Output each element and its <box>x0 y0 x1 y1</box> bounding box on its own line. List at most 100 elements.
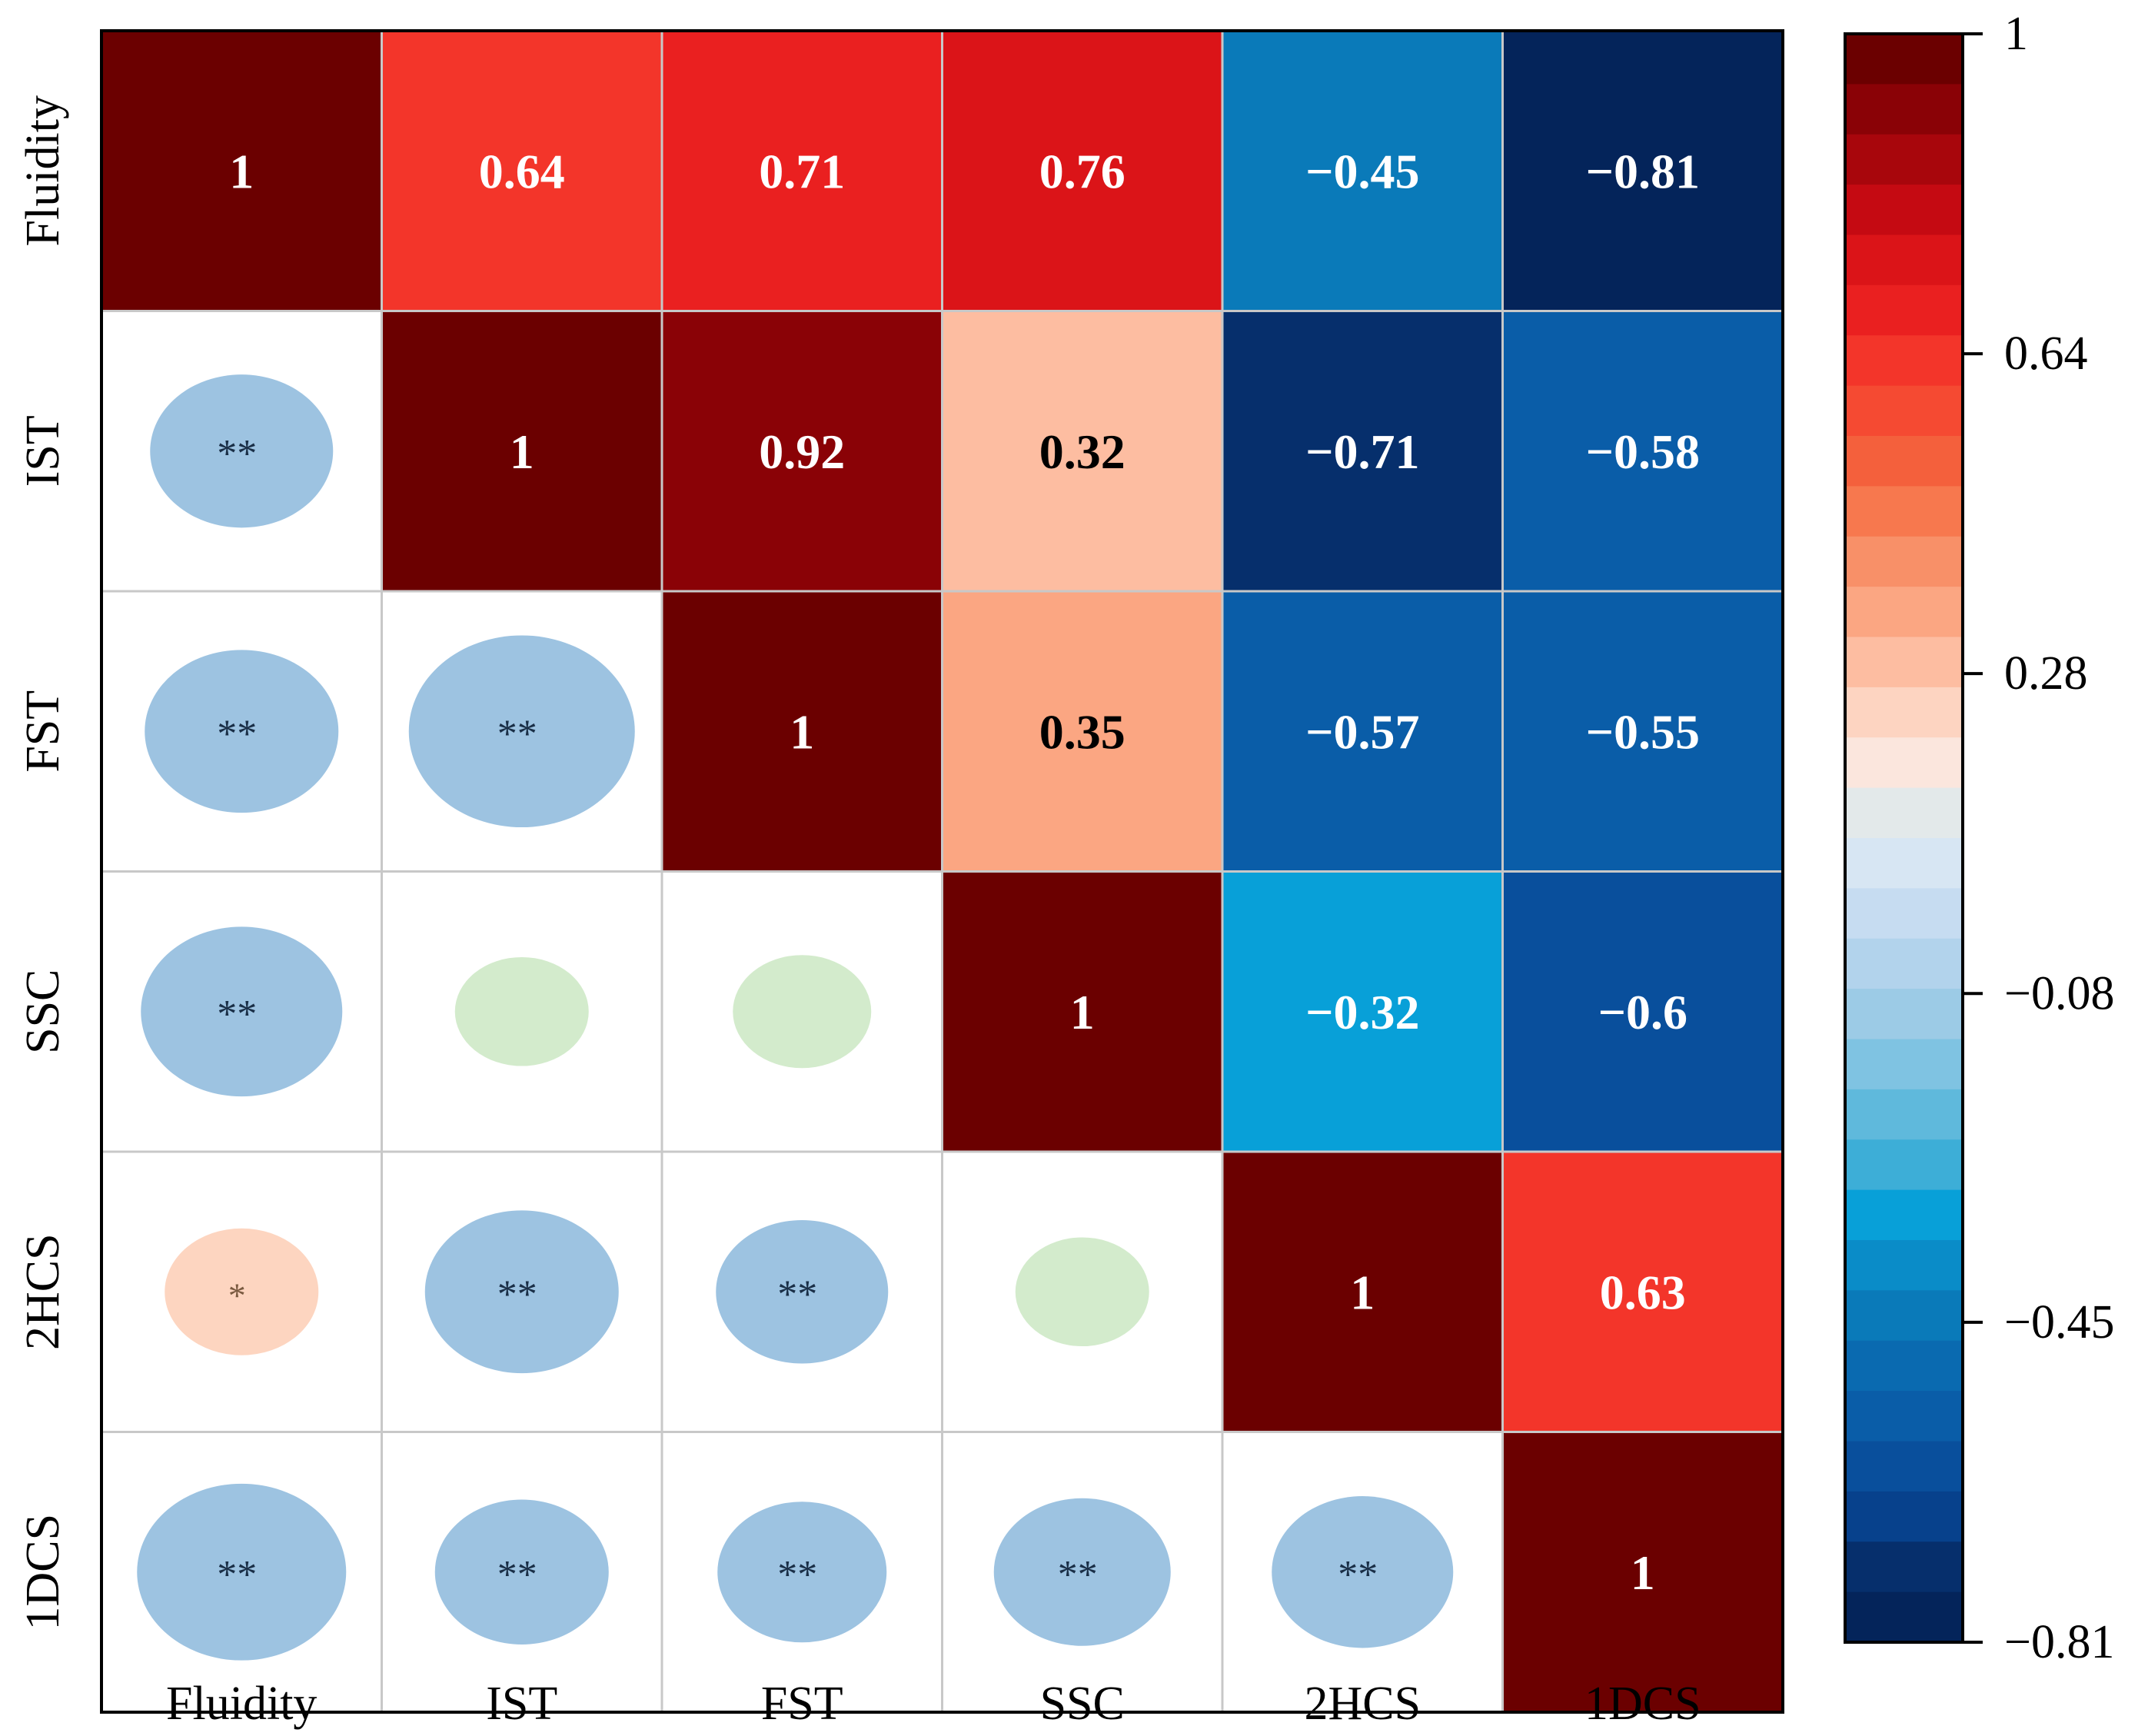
significance-ellipse <box>141 926 343 1097</box>
colorbar-tick-label: 0.64 <box>2004 328 2088 380</box>
significance-stars: ** <box>217 1553 257 1597</box>
colorbar-segment <box>1845 1591 1963 1643</box>
heatmap-cell-Fluidity-2HCS <box>1221 29 1504 312</box>
colorbar-segment <box>1845 34 1963 85</box>
colorbar-segment <box>1845 737 1963 789</box>
cell-value-label: −0.45 <box>1305 144 1419 198</box>
significance-stars: ** <box>497 1553 537 1597</box>
colorbar-segment <box>1845 838 1963 889</box>
cell-value-label: 0.71 <box>759 144 845 198</box>
cell-value-label: −0.57 <box>1305 704 1419 759</box>
cell-value-label: 0.64 <box>479 144 565 198</box>
cell-value-label: 0.92 <box>759 424 845 479</box>
y-tick-label: Fluidity <box>17 95 69 246</box>
colorbar-segment <box>1845 989 1963 1040</box>
heatmap-cell-FST-2HCS <box>1221 590 1504 873</box>
significance-ellipse <box>137 1483 347 1661</box>
significance-ellipse <box>993 1498 1171 1646</box>
heatmap-frame <box>100 29 1784 1714</box>
colorbar-segment <box>1845 1441 1963 1492</box>
significance-ellipse <box>1272 1496 1454 1648</box>
heatmap-cell-IST-FST <box>660 310 943 593</box>
colorbar-segment <box>1845 1189 1963 1241</box>
x-tick-label: 2HCS <box>1304 1678 1421 1730</box>
significance-stars: ** <box>217 712 257 756</box>
significance-ellipse <box>716 1219 889 1364</box>
colorbar-segment <box>1845 637 1963 688</box>
heatmap-cell-Fluidity-Fluidity <box>100 29 383 312</box>
colorbar-frame <box>1844 32 1964 1644</box>
heatmap-cell-FST-1DCS <box>1501 590 1784 873</box>
colorbar: 1 0.64 0.28 −0.08 −0.45 −0.81 <box>1844 8 2114 1668</box>
colorbar-segment <box>1845 536 1963 587</box>
significance-stars: ** <box>777 1272 817 1316</box>
colorbar-segment <box>1845 787 1963 839</box>
significance-ellipse <box>150 374 334 528</box>
significance-ellipse <box>424 1210 619 1374</box>
heatmap-cell-2HCS-2HCS <box>1221 1150 1504 1433</box>
cell-value-label: −0.6 <box>1598 985 1687 1039</box>
x-tick-label: FST <box>761 1678 843 1730</box>
x-tick-label: IST <box>486 1678 557 1730</box>
axis-labels: Fluidity IST FST SSC 2HCS 1DCS Fluidity IST FST S… <box>17 95 1701 1730</box>
colorbar-segment <box>1845 1391 1963 1442</box>
colorbar-segment <box>1845 486 1963 537</box>
colorbar-segment <box>1845 938 1963 989</box>
significance-ellipse <box>165 1228 319 1355</box>
heatmap-cell-1DCS-1DCS <box>1501 1431 1784 1714</box>
heatmap-cell-Fluidity-SSC <box>941 29 1224 312</box>
colorbar-tick-label: −0.45 <box>2004 1296 2114 1349</box>
significance-ellipse <box>145 650 339 813</box>
significance-ellipse <box>717 1502 887 1643</box>
y-tick-label: 1DCS <box>17 1514 69 1631</box>
cell-value-label: −0.81 <box>1586 144 1700 198</box>
colorbar-tick-label: −0.08 <box>2004 967 2114 1019</box>
cell-value-label: 1 <box>1631 1545 1655 1600</box>
y-tick-label: IST <box>17 415 69 487</box>
colorbar-segment <box>1845 134 1963 185</box>
colorbar-segment <box>1845 385 1963 437</box>
x-tick-label: 1DCS <box>1584 1678 1701 1730</box>
colorbar-segment <box>1845 234 1963 286</box>
heatmap-cell-FST-SSC <box>941 590 1224 873</box>
colorbar-segment <box>1845 335 1963 387</box>
significance-ellipse <box>434 1499 609 1645</box>
significance-stars: ** <box>1058 1553 1098 1597</box>
cell-value-label: −0.32 <box>1305 985 1419 1039</box>
colorbar-tick-label: 1 <box>2004 8 2028 60</box>
heatmap-cell-Fluidity-IST <box>381 29 663 312</box>
heatmap-cell-IST-1DCS <box>1501 310 1784 593</box>
heatmap-cell-FST-FST <box>660 590 943 873</box>
significance-stars: ** <box>217 993 257 1036</box>
cell-value-label: 0.32 <box>1039 424 1126 479</box>
significance-ellipse <box>733 955 872 1069</box>
colorbar-segment <box>1845 436 1963 487</box>
heatmap-grid: 1 0.64 0.71 0.76 −0.45 −0.81 ** 1 0.92 0.32 −0.71 −… <box>100 29 1784 1714</box>
colorbar-segment <box>1845 587 1963 638</box>
cell-value-label: 0.63 <box>1600 1265 1686 1319</box>
significance-stars: ** <box>1338 1553 1378 1597</box>
colorbar-tick-label: 0.28 <box>2004 647 2088 700</box>
significance-stars: ** <box>497 712 537 756</box>
colorbar-segment <box>1845 185 1963 236</box>
colorbar-segment <box>1845 1089 1963 1140</box>
cell-value-label: 1 <box>229 144 254 198</box>
heatmap-cell-SSC-SSC <box>941 870 1224 1153</box>
heatmap-cell-SSC-2HCS <box>1221 870 1504 1153</box>
significance-ellipse <box>454 956 589 1066</box>
significance-ellipse <box>1015 1237 1149 1347</box>
cell-value-label: 1 <box>790 704 814 759</box>
heatmap-cell-IST-2HCS <box>1221 310 1504 593</box>
colorbar-segment <box>1845 1290 1963 1342</box>
colorbar-segment <box>1845 1491 1963 1542</box>
colorbar-segment <box>1845 1039 1963 1090</box>
cell-value-label: 1 <box>1350 1265 1375 1319</box>
heatmap-cell-Fluidity-1DCS <box>1501 29 1784 312</box>
significance-stars: ** <box>217 432 257 476</box>
cell-value-label: −0.71 <box>1305 424 1419 479</box>
colorbar-segment <box>1845 888 1963 940</box>
significance-stars: * <box>228 1275 246 1315</box>
x-tick-label: Fluidity <box>166 1678 317 1730</box>
y-tick-label: SSC <box>17 969 69 1054</box>
